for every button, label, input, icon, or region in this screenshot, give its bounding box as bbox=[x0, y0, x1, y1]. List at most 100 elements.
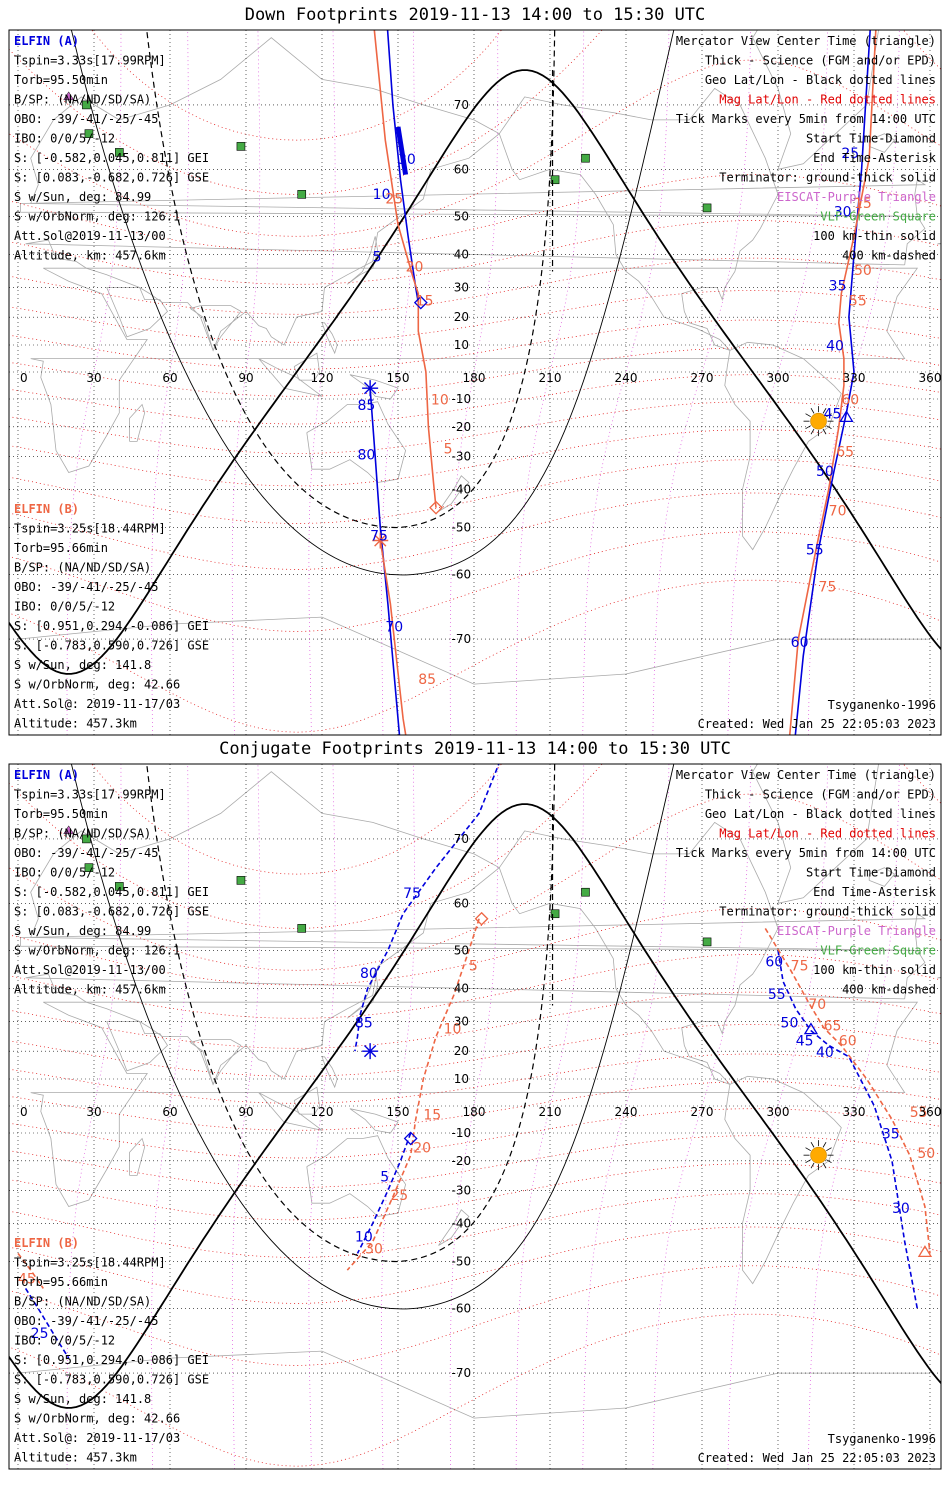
coastline-9 bbox=[306, 1135, 407, 1217]
sun-ray bbox=[826, 1159, 832, 1164]
asterisk-stroke bbox=[363, 381, 377, 395]
vlf-station-square bbox=[702, 203, 712, 213]
latitude-label: 50 bbox=[454, 943, 469, 957]
longitude-label: 150 bbox=[387, 1105, 410, 1119]
latitude-label: -40 bbox=[452, 1216, 472, 1230]
mag-meridian-240 bbox=[582, 764, 670, 1469]
legend-entry: Geo Lat/Lon - Black dotted lines bbox=[705, 73, 936, 87]
mag-parallel-50 bbox=[9, 908, 941, 986]
latitude-label: -50 bbox=[452, 1255, 472, 1269]
longitude-label: 270 bbox=[691, 371, 714, 385]
elfin-b-track bbox=[764, 927, 931, 1254]
elfin-b-tick-label: 75 bbox=[791, 958, 809, 974]
elfin-b-track bbox=[788, 30, 877, 735]
elfin-b-tick-label: 15 bbox=[416, 294, 434, 310]
vlf-station-square bbox=[581, 887, 590, 897]
elfin-b-info-line: OBO: -39/-41/-25/-45 bbox=[14, 1314, 159, 1328]
elfin-b-tick-label: 10 bbox=[431, 392, 449, 408]
coastline-10 bbox=[438, 475, 470, 512]
mag-meridian-150 bbox=[381, 764, 415, 1469]
mag-parallel-10 bbox=[9, 319, 941, 370]
elfin-b-start-diamond bbox=[429, 500, 443, 515]
elfin-a-tick-label: 45 bbox=[824, 406, 842, 422]
mag-parallel-50 bbox=[9, 174, 941, 252]
elfin-a-tick-label: 60 bbox=[765, 955, 783, 971]
elfin-b-track bbox=[17, 1252, 44, 1289]
legend-entry: Tick Marks every 5min from 14:00 UTC bbox=[676, 846, 936, 860]
coastline-14 bbox=[20, 179, 927, 217]
coastlines bbox=[17, 30, 930, 685]
coastline-6 bbox=[349, 374, 399, 400]
latitude-label: -70 bbox=[452, 1366, 472, 1380]
elfin-a-info-line: OBO: -39/-41/-25/-45 bbox=[14, 846, 159, 860]
mag-meridian-90 bbox=[231, 764, 261, 1469]
elfin-b-tick-label: 85 bbox=[418, 672, 436, 688]
elfin-b-tick-label: 45 bbox=[18, 1272, 36, 1288]
elfin-a-tick-label: 40 bbox=[826, 338, 844, 354]
sun-ray bbox=[826, 425, 832, 430]
elfin-a-tick-label: 60 bbox=[791, 635, 809, 651]
longitude-label: 210 bbox=[539, 371, 562, 385]
mag-parallel--20 bbox=[9, 1135, 941, 1188]
info-text: ELFIN (A) Tspin=3.33s[17.99RPM] Torb=95.50… bbox=[14, 768, 937, 1465]
sun-ray bbox=[810, 428, 815, 435]
longitude-label: 60 bbox=[162, 371, 177, 385]
elfin-a-track bbox=[386, 30, 420, 303]
asterisk-stroke bbox=[374, 534, 387, 547]
coastline-5 bbox=[293, 1086, 320, 1115]
longitude-label: 120 bbox=[311, 1105, 334, 1119]
latitude-label: 40 bbox=[454, 248, 469, 262]
sun-disk bbox=[810, 1146, 827, 1164]
sun-ray bbox=[826, 1147, 832, 1152]
subsolar-sun-icon bbox=[803, 406, 834, 437]
legend-entry: EISCAT-Purple Triangle bbox=[777, 924, 936, 938]
elfin-b-tick-label: 5 bbox=[469, 958, 478, 974]
elfin-b-info-line: S w/Sun, deg: 141.8 bbox=[14, 658, 151, 672]
elfin-a-tick-label: 85 bbox=[357, 398, 375, 414]
mag-parallel--30 bbox=[9, 1163, 941, 1221]
elfin-b-tick-label: 30 bbox=[365, 1241, 383, 1257]
elfin-b-info-line: Altitude: 457.3km bbox=[14, 717, 137, 731]
mag-parallel--40 bbox=[9, 1193, 941, 1258]
elfin-a-tick-label: 5 bbox=[380, 1169, 389, 1185]
elfin-b-info-line: IBO: 0/0/5/-12 bbox=[14, 600, 115, 614]
coastline-0 bbox=[30, 267, 919, 473]
mag-meridian-60 bbox=[151, 30, 189, 735]
elfin-a-info-line: S w/Sun, deg: 84.99 bbox=[14, 924, 151, 938]
longitude-label: 360 bbox=[919, 1105, 942, 1119]
elfin-a-info-line: S: [-0.582,0.045,0.811] GEI bbox=[14, 151, 209, 165]
terminator-ground bbox=[9, 803, 941, 1409]
elfin-a-tick-label: 50 bbox=[816, 464, 834, 480]
elfin-b-tick-label: 20 bbox=[406, 260, 424, 276]
elfin-a-tick-label: 5 bbox=[373, 249, 382, 265]
latitude-label: 60 bbox=[454, 896, 469, 910]
elfin-a-science-segment bbox=[395, 126, 409, 175]
longitude-label: 150 bbox=[387, 371, 410, 385]
elfin-b-tick-label: 75 bbox=[819, 580, 837, 596]
elfin-a-track bbox=[369, 388, 401, 735]
orbit-tracks bbox=[17, 764, 933, 1359]
mag-parallel-60 bbox=[9, 793, 941, 971]
elfin-a-tick-label: 10 bbox=[373, 187, 391, 203]
latitude-label: 10 bbox=[454, 338, 469, 352]
elfin-a-center-triangle bbox=[839, 410, 854, 423]
latitude-label: 50 bbox=[454, 209, 469, 223]
mag-meridian-270 bbox=[652, 30, 752, 735]
coastline-3 bbox=[190, 305, 242, 352]
panel-frame bbox=[8, 29, 942, 736]
mag-meridian-60 bbox=[151, 764, 189, 1469]
legend-entry: Start Time-Diamond bbox=[806, 866, 936, 880]
sun-ray bbox=[805, 425, 811, 430]
coastline-7 bbox=[347, 236, 379, 285]
mag-meridian-210 bbox=[515, 764, 585, 1469]
asterisk-stroke bbox=[363, 1044, 377, 1058]
sun-ray bbox=[805, 1159, 811, 1164]
legend-entry: Tick Marks every 5min from 14:00 UTC bbox=[676, 112, 936, 126]
vlf-station-square bbox=[82, 100, 91, 110]
elfin-a-info-line: Torb=95.50min bbox=[14, 73, 108, 87]
mag-meridian-240 bbox=[582, 30, 670, 735]
model-name: Tsyganenko-1996 bbox=[828, 1432, 936, 1446]
terminator-ground bbox=[9, 69, 941, 675]
coastline-6 bbox=[349, 1108, 399, 1134]
terminator-400km bbox=[146, 764, 556, 1263]
